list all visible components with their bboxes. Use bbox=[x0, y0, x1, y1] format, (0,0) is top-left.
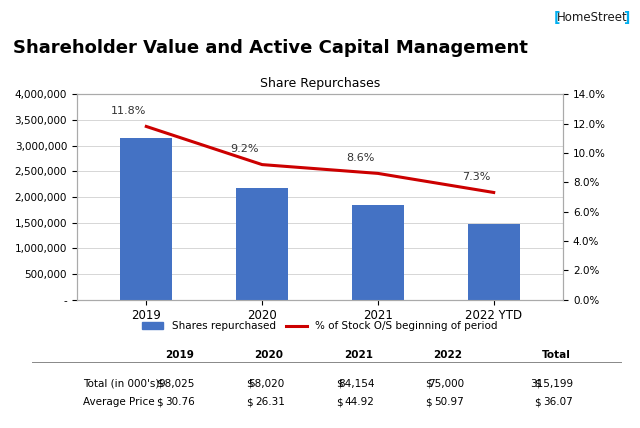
Text: 2022: 2022 bbox=[433, 350, 463, 360]
Text: 36.07: 36.07 bbox=[543, 397, 573, 407]
Text: Total (in 000's): Total (in 000's) bbox=[83, 379, 159, 389]
Text: 7.3%: 7.3% bbox=[462, 172, 490, 182]
Text: [: [ bbox=[554, 11, 560, 25]
Text: 2019: 2019 bbox=[164, 350, 194, 360]
Text: 58,020: 58,020 bbox=[248, 379, 285, 389]
Text: 9.2%: 9.2% bbox=[230, 144, 259, 155]
Legend: Shares repurchased, % of Stock O/S beginning of period: Shares repurchased, % of Stock O/S begin… bbox=[138, 317, 502, 336]
Text: $: $ bbox=[157, 397, 163, 407]
Text: Shareholder Value and Active Capital Management: Shareholder Value and Active Capital Man… bbox=[13, 39, 527, 56]
Text: 98,025: 98,025 bbox=[159, 379, 195, 389]
Text: $: $ bbox=[534, 397, 541, 407]
Text: 26.31: 26.31 bbox=[255, 397, 285, 407]
Text: $: $ bbox=[246, 379, 253, 389]
Text: 75,000: 75,000 bbox=[428, 379, 464, 389]
Text: Average Price: Average Price bbox=[83, 397, 155, 407]
Text: 2020: 2020 bbox=[254, 350, 284, 360]
Text: $: $ bbox=[336, 397, 342, 407]
Text: 44.92: 44.92 bbox=[344, 397, 374, 407]
Text: 30.76: 30.76 bbox=[166, 397, 195, 407]
Title: Share Repurchases: Share Repurchases bbox=[260, 77, 380, 90]
Text: $: $ bbox=[336, 379, 342, 389]
Text: $: $ bbox=[534, 379, 541, 389]
Text: 50.97: 50.97 bbox=[435, 397, 464, 407]
Text: 8.6%: 8.6% bbox=[346, 153, 375, 163]
Text: $: $ bbox=[426, 397, 432, 407]
Bar bbox=[236, 187, 288, 300]
Text: HomeStreet: HomeStreet bbox=[556, 11, 627, 24]
Text: 2021: 2021 bbox=[344, 350, 373, 360]
Text: 84,154: 84,154 bbox=[338, 379, 374, 389]
Bar bbox=[352, 205, 404, 300]
Text: $: $ bbox=[246, 397, 253, 407]
Text: 315,199: 315,199 bbox=[530, 379, 573, 389]
Bar bbox=[468, 223, 520, 300]
Text: Total: Total bbox=[542, 350, 572, 360]
Text: $: $ bbox=[157, 379, 163, 389]
Text: $: $ bbox=[426, 379, 432, 389]
Text: 11.8%: 11.8% bbox=[111, 106, 147, 116]
Bar bbox=[120, 138, 172, 300]
Text: ]: ] bbox=[624, 11, 630, 25]
